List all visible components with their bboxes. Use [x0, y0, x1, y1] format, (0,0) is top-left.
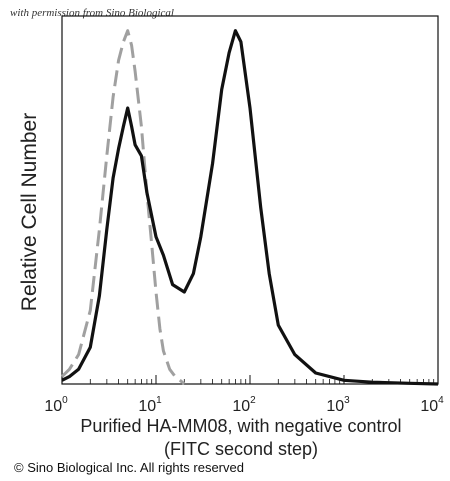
series-line-1 — [61, 29, 439, 386]
series-line-0 — [60, 29, 186, 386]
x-tick-label: 100 — [44, 395, 68, 415]
x-axis-label-line1: Purified HA-MM08, with negative control — [80, 416, 401, 436]
x-axis-label-line2: (FITC second step) — [164, 439, 318, 459]
y-axis-label: Relative Cell Number — [18, 113, 41, 311]
x-tick-label: 101 — [138, 395, 162, 415]
x-tick-label: 102 — [232, 395, 256, 415]
x-tick-label: 103 — [326, 395, 350, 415]
x-tick-label: 104 — [420, 395, 444, 415]
copyright-text: © Sino Biological Inc. All rights reserv… — [14, 460, 244, 475]
series-layer — [60, 29, 439, 386]
